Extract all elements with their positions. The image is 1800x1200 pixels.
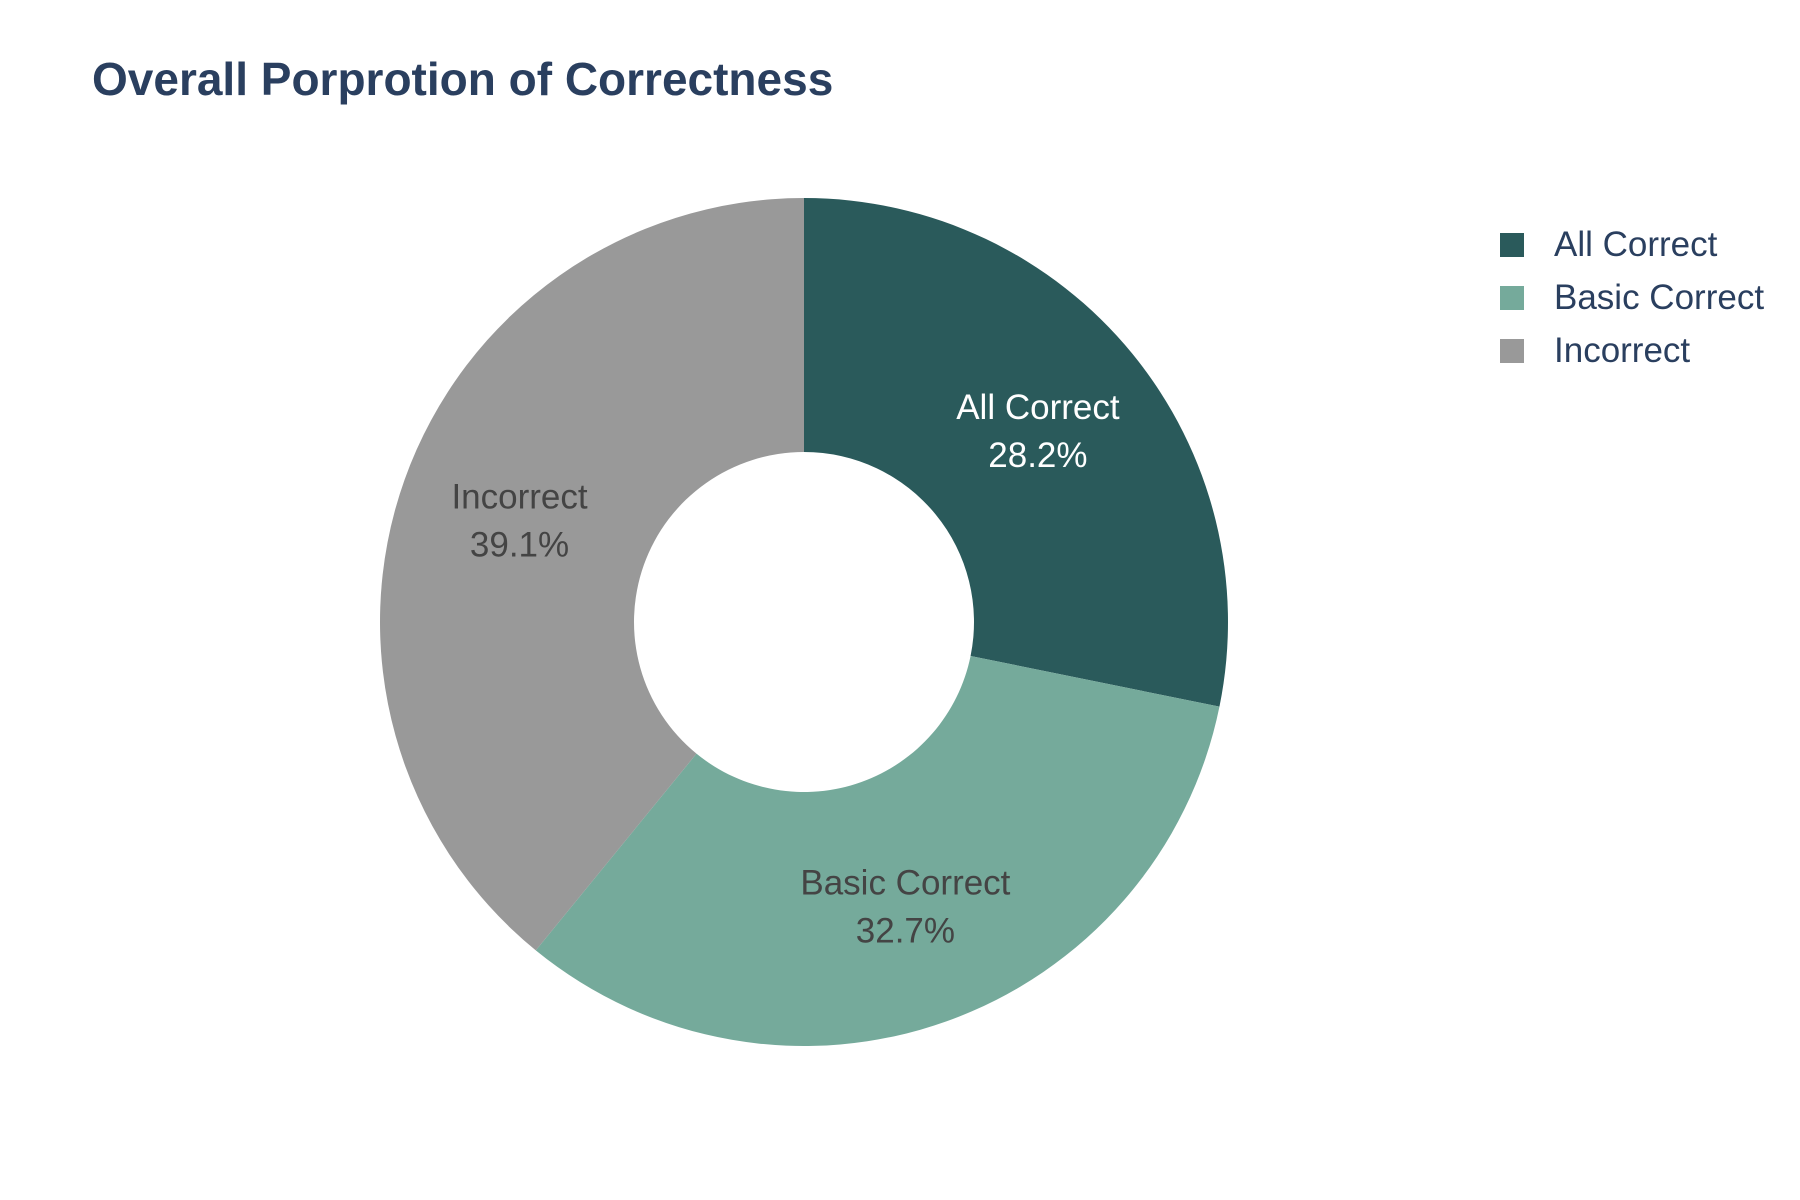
legend-item-basic-correct[interactable]: Basic Correct: [1500, 271, 1764, 324]
legend-label: Basic Correct: [1554, 277, 1765, 317]
legend-label: All Correct: [1554, 224, 1718, 264]
slice-label-percent: 28.2%: [988, 436, 1087, 475]
slice-label-percent: 32.7%: [856, 911, 955, 950]
slice-label-category: All Correct: [956, 388, 1120, 427]
donut-slice-all-correct[interactable]: [804, 198, 1228, 707]
legend-item-all-correct[interactable]: All Correct: [1500, 218, 1764, 271]
chart-title: Overall Porprotion of Correctness: [92, 53, 834, 105]
legend-swatch: [1500, 338, 1524, 363]
legend-swatch: [1500, 285, 1524, 310]
donut-slice-basic-correct[interactable]: [535, 655, 1220, 1046]
legend-swatch: [1500, 232, 1524, 257]
slice-label: All Correct 28.2%: [956, 388, 1120, 475]
legend-item-incorrect[interactable]: Incorrect: [1500, 324, 1764, 377]
legend-label: Incorrect: [1554, 330, 1691, 370]
slice-label-percent: 39.1%: [470, 526, 569, 565]
slice-label: Basic Correct 32.7%: [800, 863, 1010, 950]
legend: All Correct Basic Correct Incorrect: [1500, 218, 1764, 377]
slice-label-category: Incorrect: [451, 478, 587, 517]
slice-label: Incorrect 39.1%: [451, 478, 587, 565]
donut-slice-incorrect[interactable]: [379, 198, 804, 951]
slice-label-category: Basic Correct: [800, 863, 1010, 902]
